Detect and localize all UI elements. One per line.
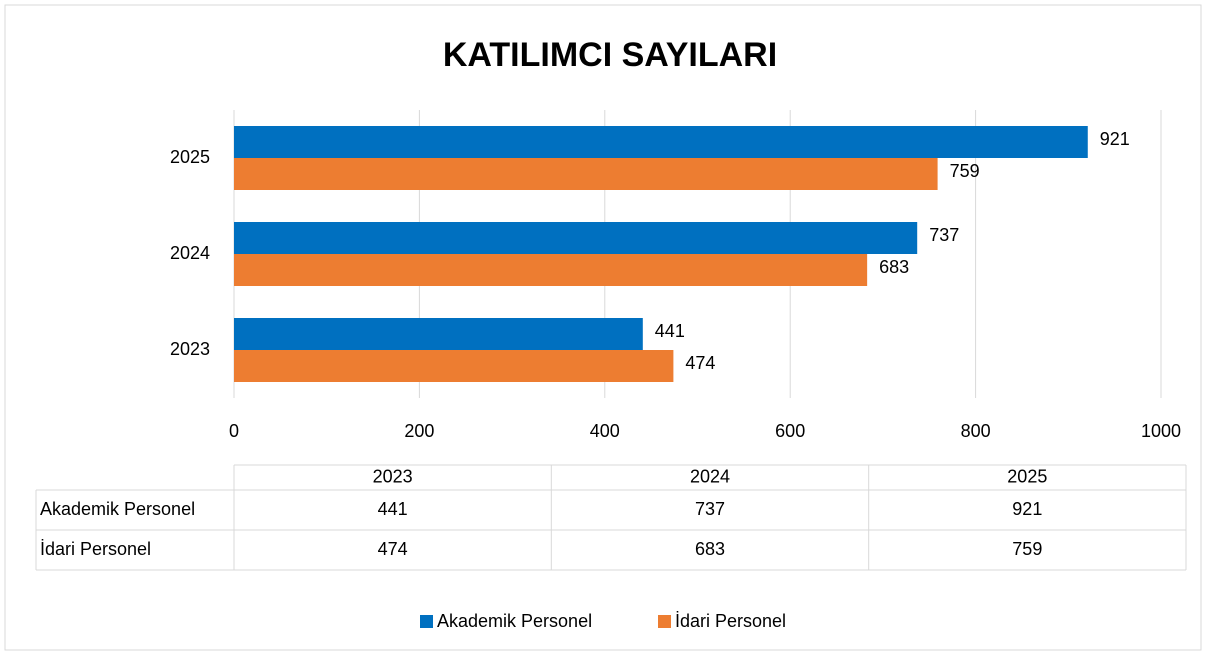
table-cell: 474 (378, 539, 408, 559)
table-cell: 921 (1012, 499, 1042, 519)
bar (234, 158, 938, 190)
legend-swatch (420, 615, 433, 628)
data-label: 683 (879, 257, 909, 277)
table-header: 2025 (1007, 466, 1047, 486)
table-row-label: İdari Personel (40, 539, 151, 559)
bar (234, 126, 1088, 158)
x-tick-label: 400 (590, 421, 620, 441)
table-row-label: Akademik Personel (40, 499, 195, 519)
y-tick-label: 2025 (170, 147, 210, 167)
x-tick-label: 0 (229, 421, 239, 441)
legend-label: Akademik Personel (437, 611, 592, 631)
data-label: 759 (950, 161, 980, 181)
chart-title: KATILIMCI SAYILARI (443, 36, 777, 74)
y-tick-label: 2024 (170, 243, 210, 263)
legend-label: İdari Personel (675, 611, 786, 631)
y-tick-label: 2023 (170, 339, 210, 359)
data-label: 441 (655, 321, 685, 341)
table-header: 2024 (690, 466, 730, 486)
data-label: 737 (929, 225, 959, 245)
data-label: 921 (1100, 129, 1130, 149)
x-tick-label: 600 (775, 421, 805, 441)
data-label: 474 (685, 353, 715, 373)
legend-swatch (658, 615, 671, 628)
table-cell: 737 (695, 499, 725, 519)
table-cell: 441 (378, 499, 408, 519)
x-tick-label: 800 (961, 421, 991, 441)
table-header: 2023 (373, 466, 413, 486)
bar (234, 254, 868, 286)
table-cell: 683 (695, 539, 725, 559)
x-tick-label: 200 (404, 421, 434, 441)
bar (234, 350, 674, 382)
bar (234, 318, 643, 350)
bar (234, 222, 918, 254)
x-tick-label: 1000 (1141, 421, 1181, 441)
table-cell: 759 (1012, 539, 1042, 559)
